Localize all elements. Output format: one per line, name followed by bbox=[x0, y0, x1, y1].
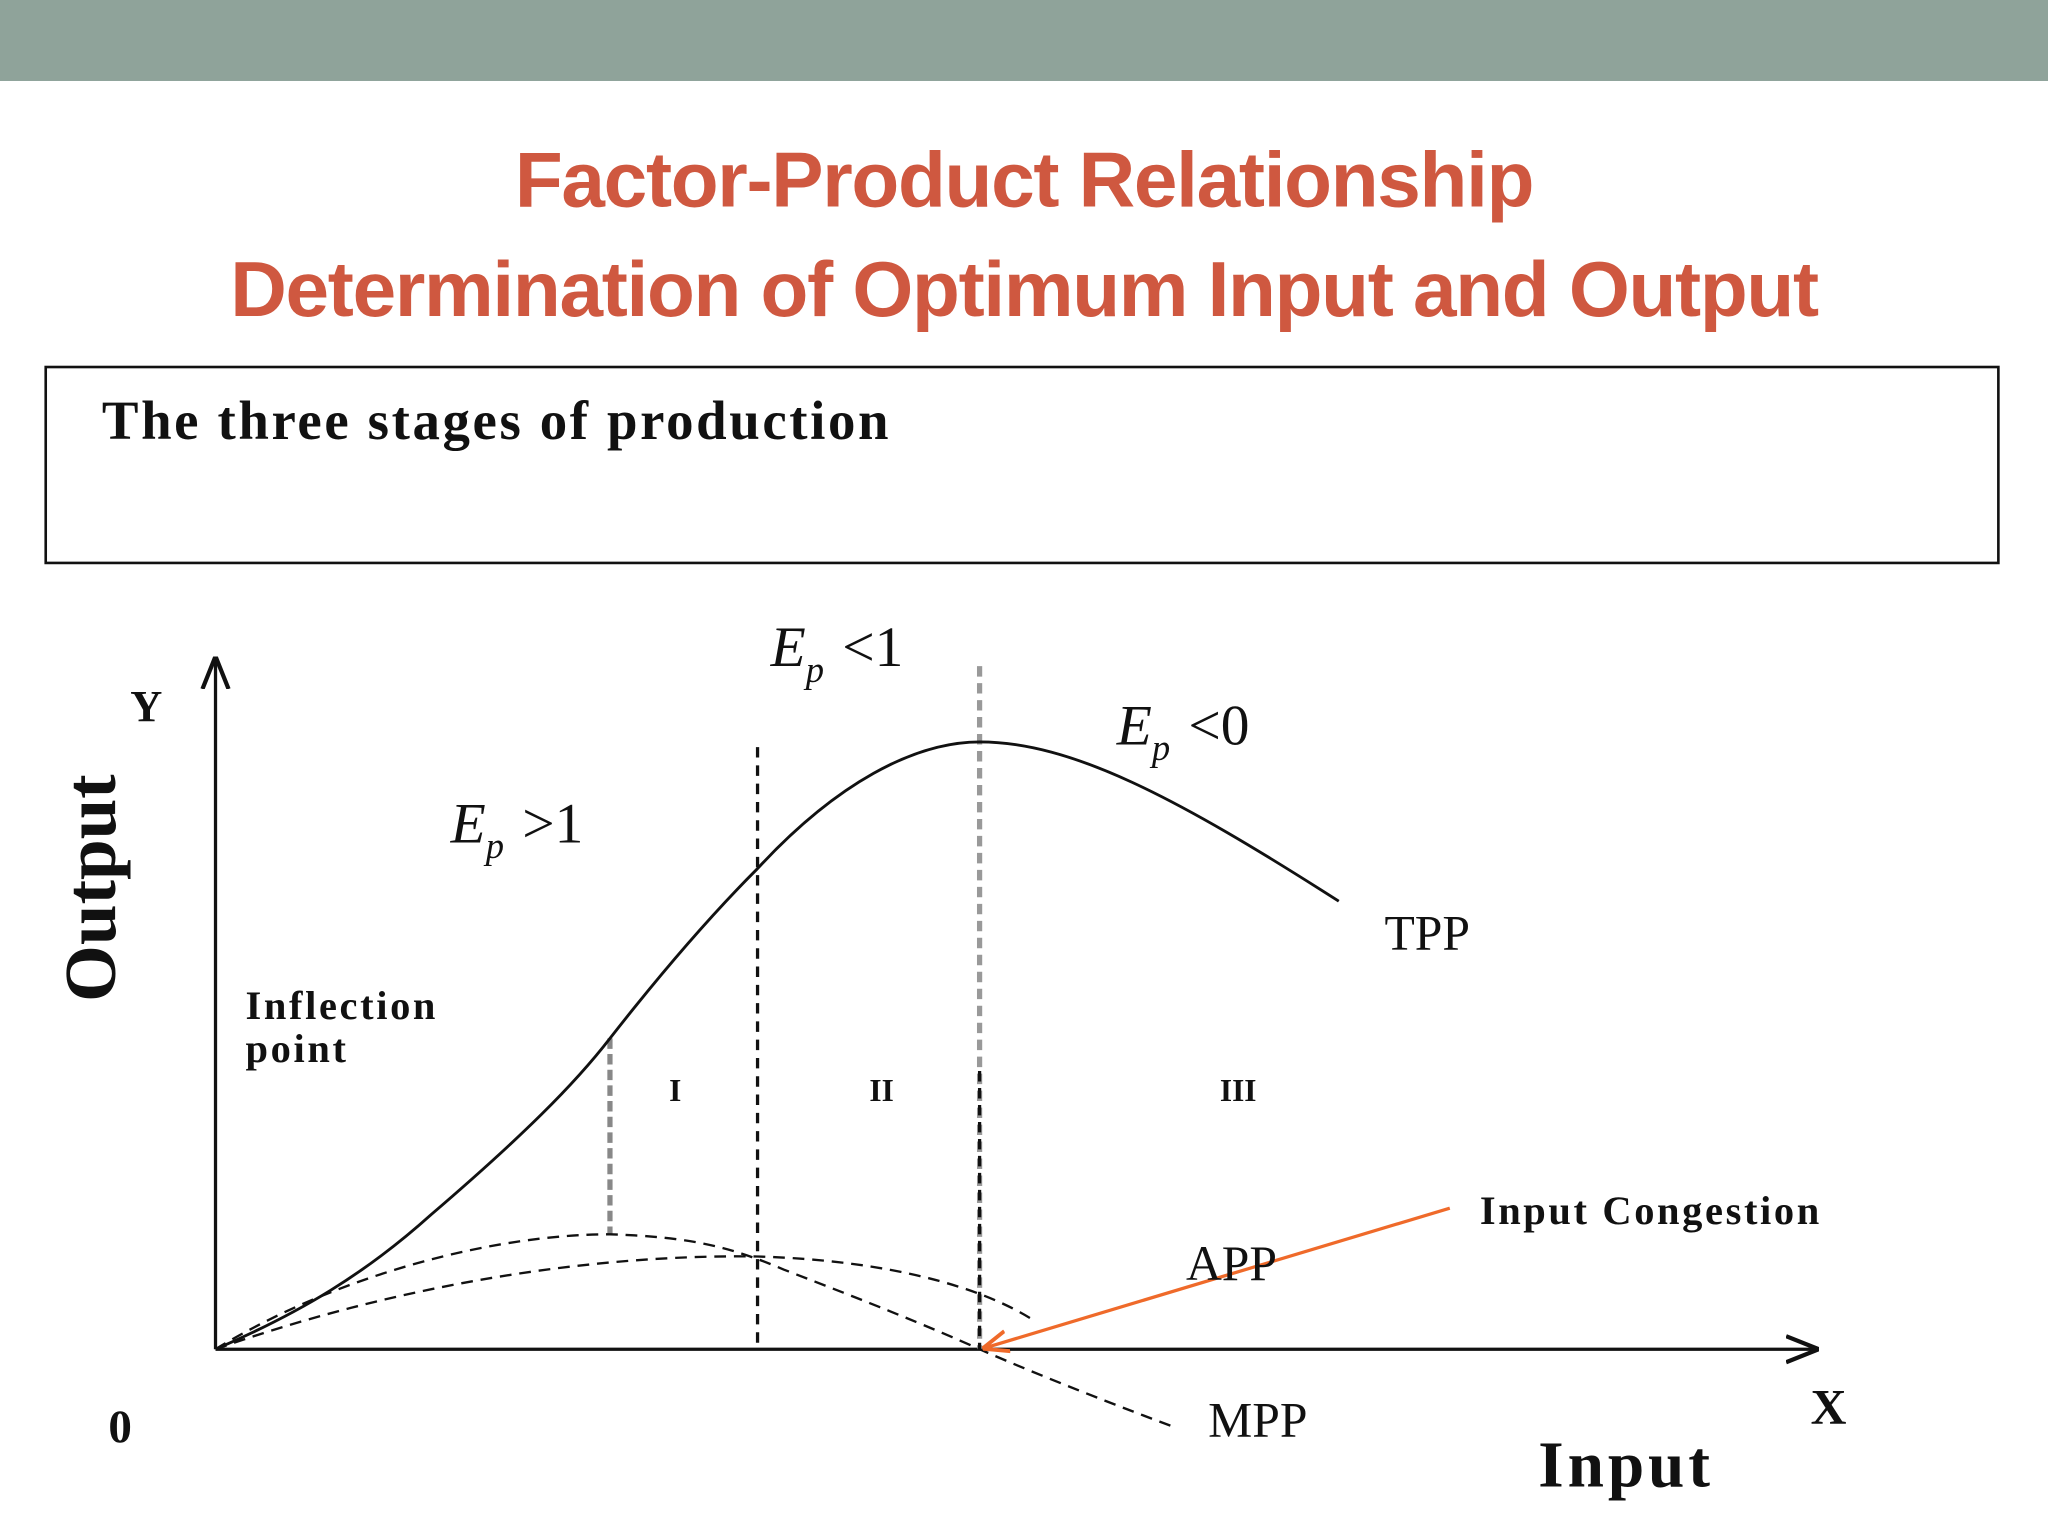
inflection-label: point bbox=[246, 1026, 349, 1071]
elasticity-label: Ep >1 bbox=[450, 792, 584, 866]
y-axis-label: Output bbox=[50, 774, 131, 1002]
y-letter: Y bbox=[130, 681, 162, 731]
curve-label: TPP bbox=[1384, 906, 1470, 961]
subscript: p bbox=[803, 649, 824, 690]
stage-label: III bbox=[1220, 1073, 1257, 1108]
subtitle: Determination of Optimum Input and Outpu… bbox=[230, 245, 1819, 333]
congestion-label: Input Congestion bbox=[1480, 1188, 1822, 1233]
x-axis-label: Input bbox=[1538, 1429, 1714, 1501]
elasticity-label: Ep <1 bbox=[770, 616, 904, 690]
congestion-arrow bbox=[985, 1206, 1451, 1348]
mpp-curve bbox=[214, 1233, 1176, 1429]
relation: >1 bbox=[522, 792, 583, 855]
app-curve bbox=[215, 1255, 1033, 1351]
curve-label: MPP bbox=[1208, 1393, 1307, 1448]
elasticity-label: Ep <0 bbox=[1116, 694, 1250, 768]
stage-label: I bbox=[669, 1073, 681, 1108]
caption: The three stages of production bbox=[102, 390, 891, 451]
relation: <0 bbox=[1188, 694, 1249, 757]
symbol: E bbox=[1116, 694, 1152, 757]
caption-box bbox=[44, 365, 2000, 565]
symbol: E bbox=[450, 792, 486, 855]
inflection-label: Inflection bbox=[246, 983, 438, 1028]
subscript: p bbox=[483, 825, 504, 866]
tpp-curve bbox=[214, 740, 1340, 1351]
origin-label: 0 bbox=[108, 1401, 132, 1453]
stage-label: II bbox=[869, 1073, 893, 1108]
x-letter: X bbox=[1811, 1380, 1847, 1435]
curve-label: APP bbox=[1186, 1236, 1277, 1291]
symbol: E bbox=[770, 616, 806, 679]
relation: <1 bbox=[842, 616, 903, 679]
title: Factor-Product Relationship bbox=[515, 135, 1533, 223]
header-bar bbox=[0, 0, 2048, 81]
subscript: p bbox=[1149, 727, 1170, 768]
